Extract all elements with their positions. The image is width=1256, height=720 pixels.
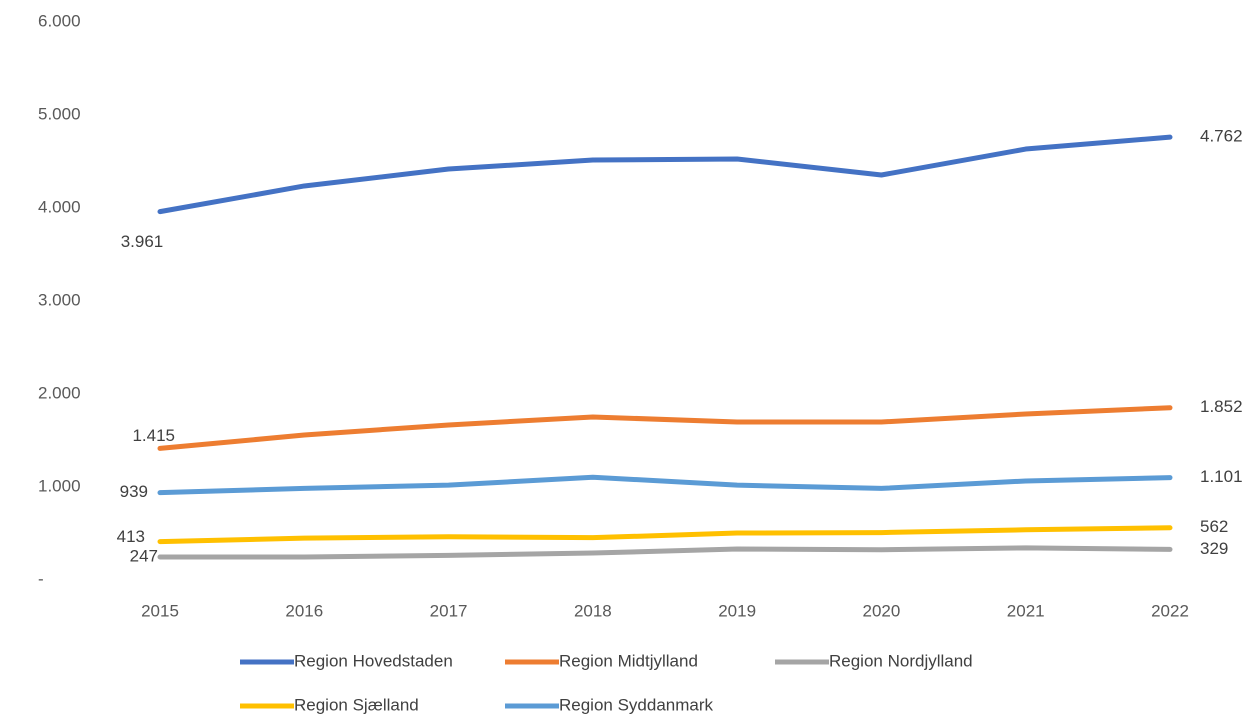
data-label: 1.415 (132, 426, 175, 445)
legend-label: Region Midtjylland (559, 651, 698, 670)
x-tick-label: 2021 (1007, 601, 1045, 620)
y-tick-label: - (38, 569, 44, 588)
data-label: 1.852 (1200, 397, 1243, 416)
data-label: 329 (1200, 539, 1228, 558)
legend-label: Region Hovedstaden (294, 651, 453, 670)
y-tick-label: 2.000 (38, 383, 81, 402)
y-tick-label: 5.000 (38, 104, 81, 123)
x-tick-label: 2020 (863, 601, 901, 620)
data-label: 562 (1200, 517, 1228, 536)
series-line (157, 405, 1173, 451)
series-line (157, 134, 1173, 215)
data-label: 413 (117, 527, 145, 546)
data-label: 247 (130, 547, 158, 566)
legend-label: Region Sjælland (294, 695, 419, 714)
x-tick-label: 2017 (430, 601, 468, 620)
series-line (157, 545, 1173, 560)
data-label: 1.101 (1200, 467, 1243, 486)
y-tick-label: 6.000 (38, 11, 81, 30)
x-tick-label: 2022 (1151, 601, 1189, 620)
series-line (157, 525, 1173, 545)
y-tick-label: 1.000 (38, 476, 81, 495)
y-tick-label: 3.000 (38, 290, 81, 309)
data-label: 4.762 (1200, 127, 1243, 146)
x-tick-label: 2016 (285, 601, 323, 620)
series-line (157, 474, 1173, 496)
legend-label: Region Nordjylland (829, 651, 973, 670)
x-tick-label: 2018 (574, 601, 612, 620)
data-label: 3.961 (121, 232, 164, 251)
data-label: 939 (120, 482, 148, 501)
x-tick-label: 2015 (141, 601, 179, 620)
legend-label: Region Syddanmark (559, 695, 714, 714)
x-tick-label: 2019 (718, 601, 756, 620)
y-tick-label: 4.000 (38, 197, 81, 216)
